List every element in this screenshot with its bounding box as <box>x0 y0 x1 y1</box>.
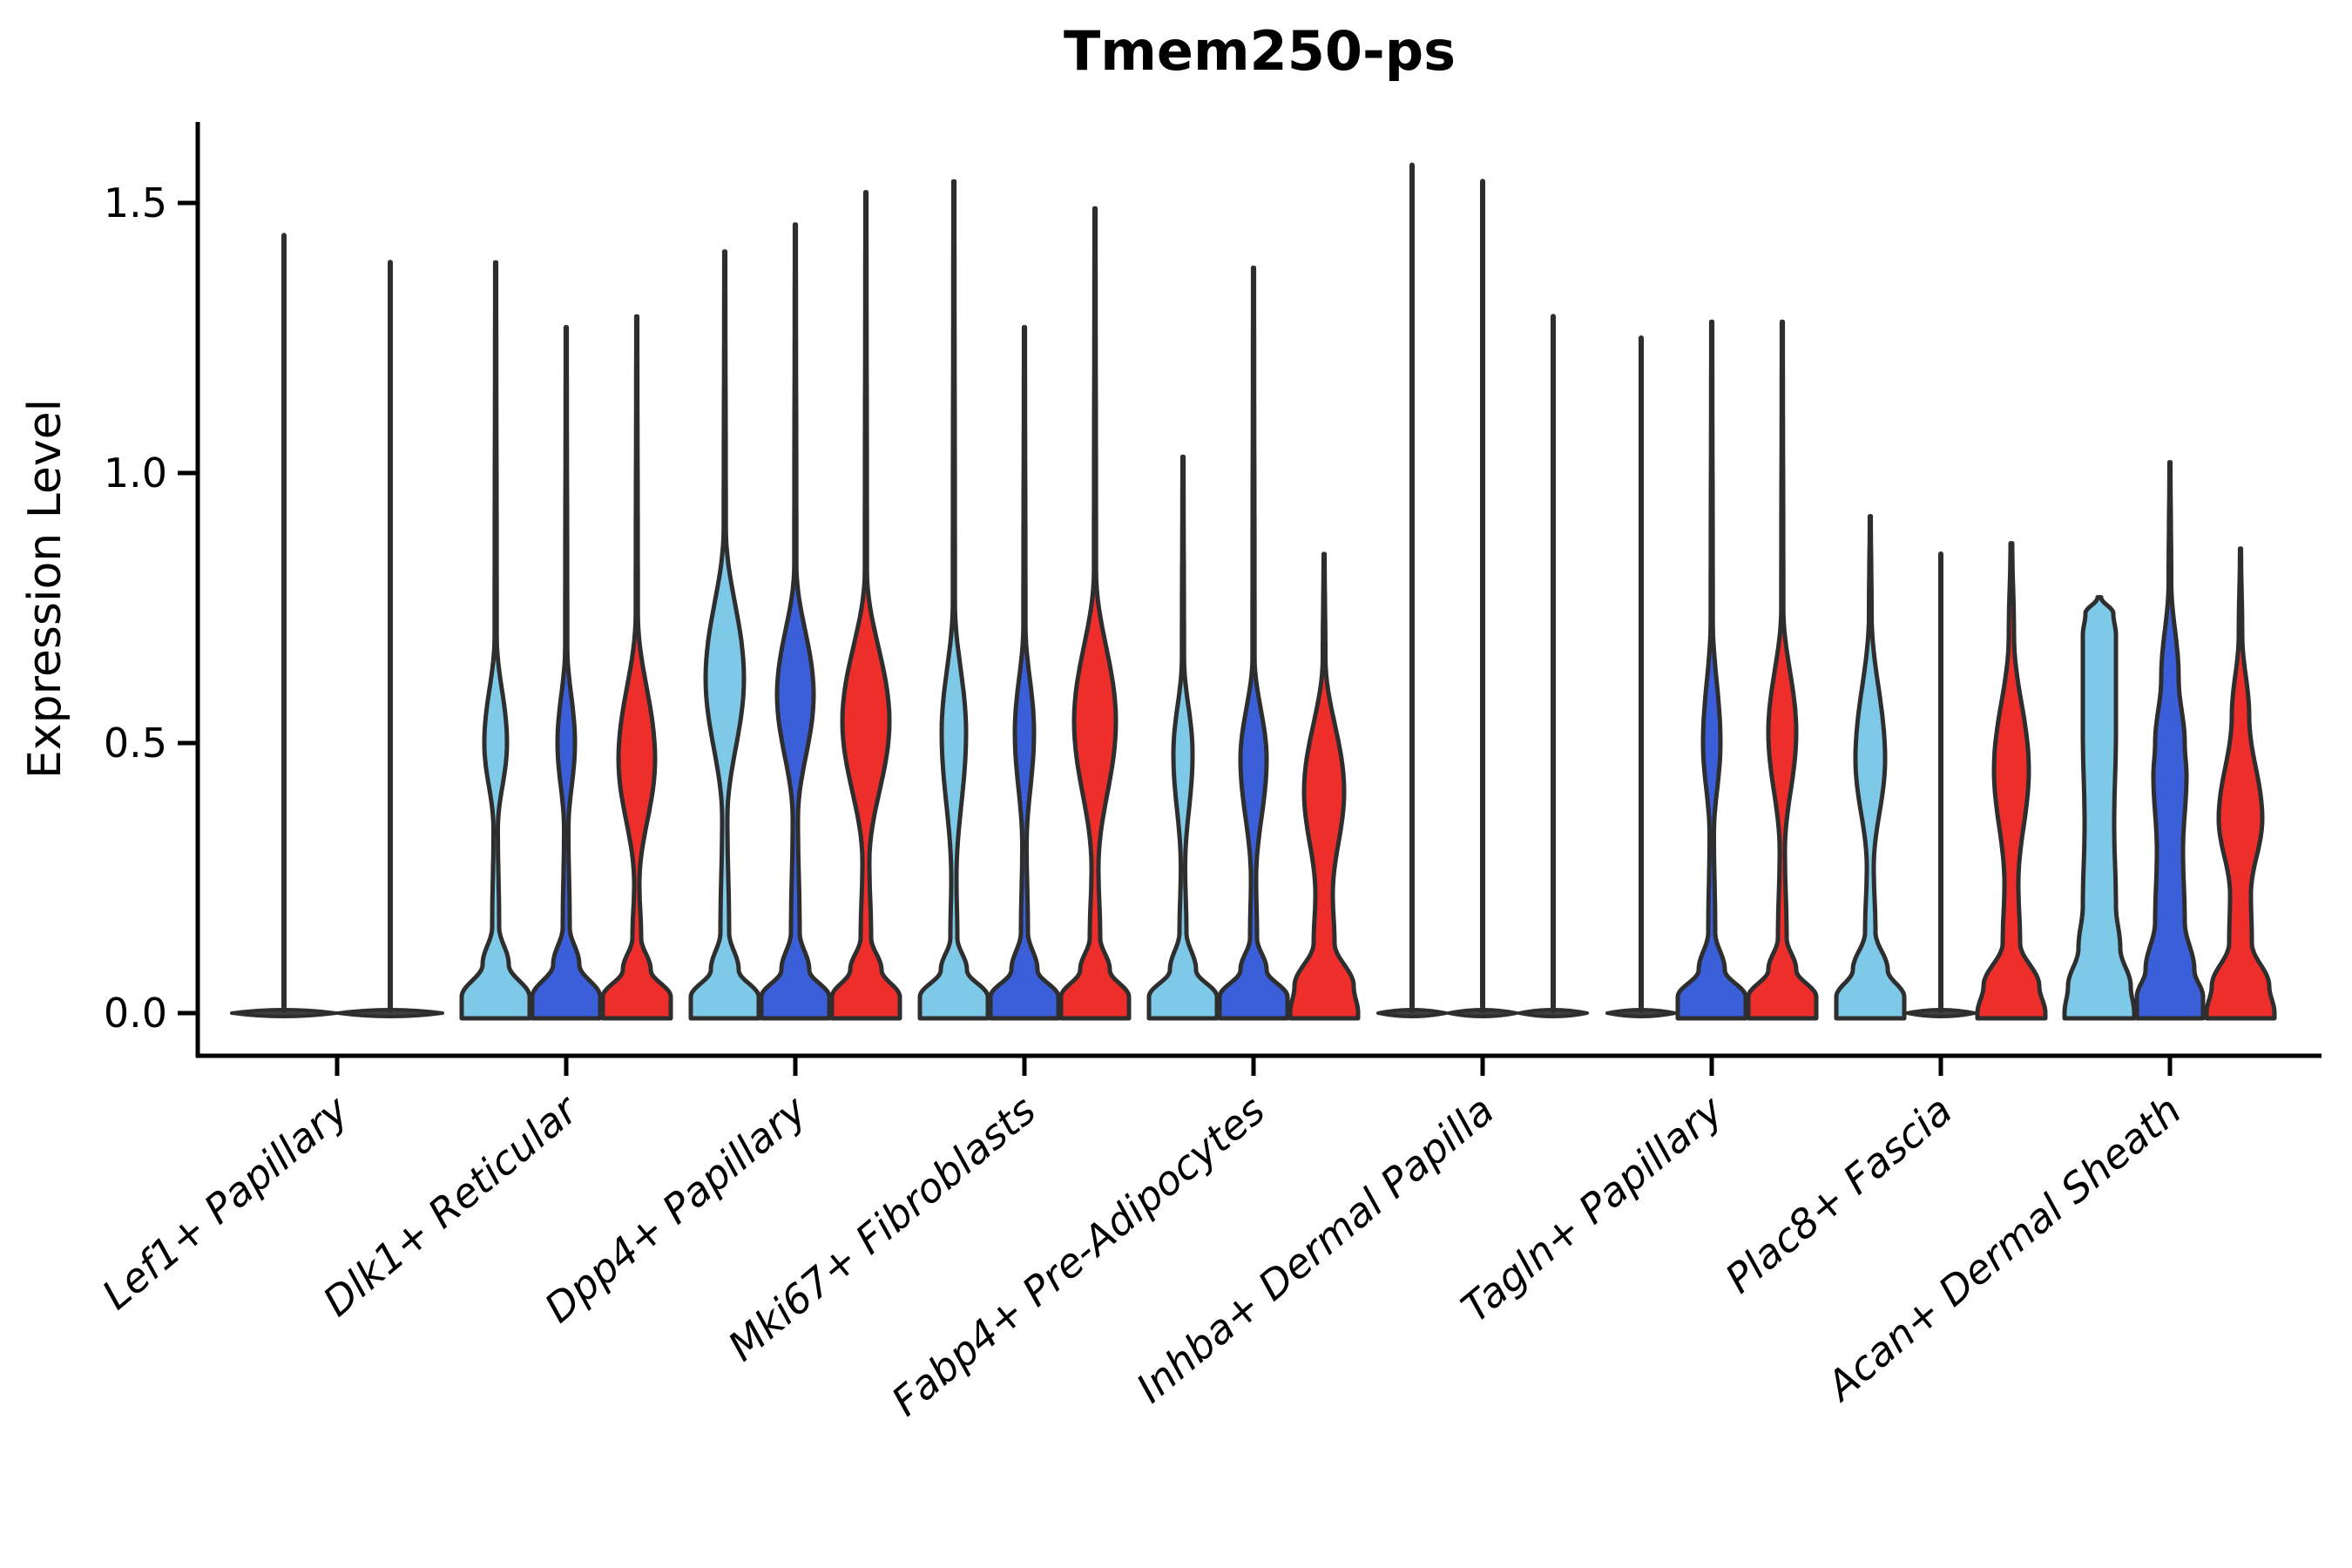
x-tick-label: Fabp4+ Pre-Adipocytes <box>882 1086 1274 1425</box>
violin-acan-0 <box>2062 595 2137 1021</box>
violin-dlk1-0 <box>459 260 532 1021</box>
violin-fabp4-2 <box>1288 551 1361 1021</box>
x-tick-label: Plac8+ Fascia <box>1716 1086 1961 1302</box>
violin-dpp4-0 <box>688 249 761 1021</box>
violin-tagln-2 <box>1746 319 1819 1021</box>
x-tick-label: Lef1+ Papillary <box>93 1086 358 1319</box>
violin-dpp4-2 <box>829 190 902 1021</box>
y-tick-label: 0.5 <box>104 720 167 767</box>
violin-plac8-0 <box>1834 514 1907 1021</box>
violin-fabp4-1 <box>1217 265 1290 1021</box>
violin-fabp4-0 <box>1146 454 1220 1021</box>
violin-mki67-0 <box>917 179 990 1021</box>
violin-plac8-2 <box>1975 541 2048 1021</box>
violin-mki67-1 <box>988 325 1061 1021</box>
violin-acan-2 <box>2204 546 2277 1021</box>
y-tick-label: 1.5 <box>104 179 167 226</box>
y-tick-label: 1.0 <box>104 449 167 497</box>
x-tick-label: Inhba+ Dermal Papilla <box>1127 1086 1503 1412</box>
violin-dlk1-1 <box>530 325 603 1021</box>
y-tick-label: 0.0 <box>104 990 167 1037</box>
chart-title: Tmem250-ps <box>1064 19 1456 83</box>
violin-mki67-2 <box>1058 206 1132 1021</box>
violin-acan-1 <box>2134 460 2206 1021</box>
violin-tagln-1 <box>1675 319 1748 1021</box>
violin-dpp4-1 <box>759 222 832 1021</box>
violin-dlk1-2 <box>600 314 673 1021</box>
